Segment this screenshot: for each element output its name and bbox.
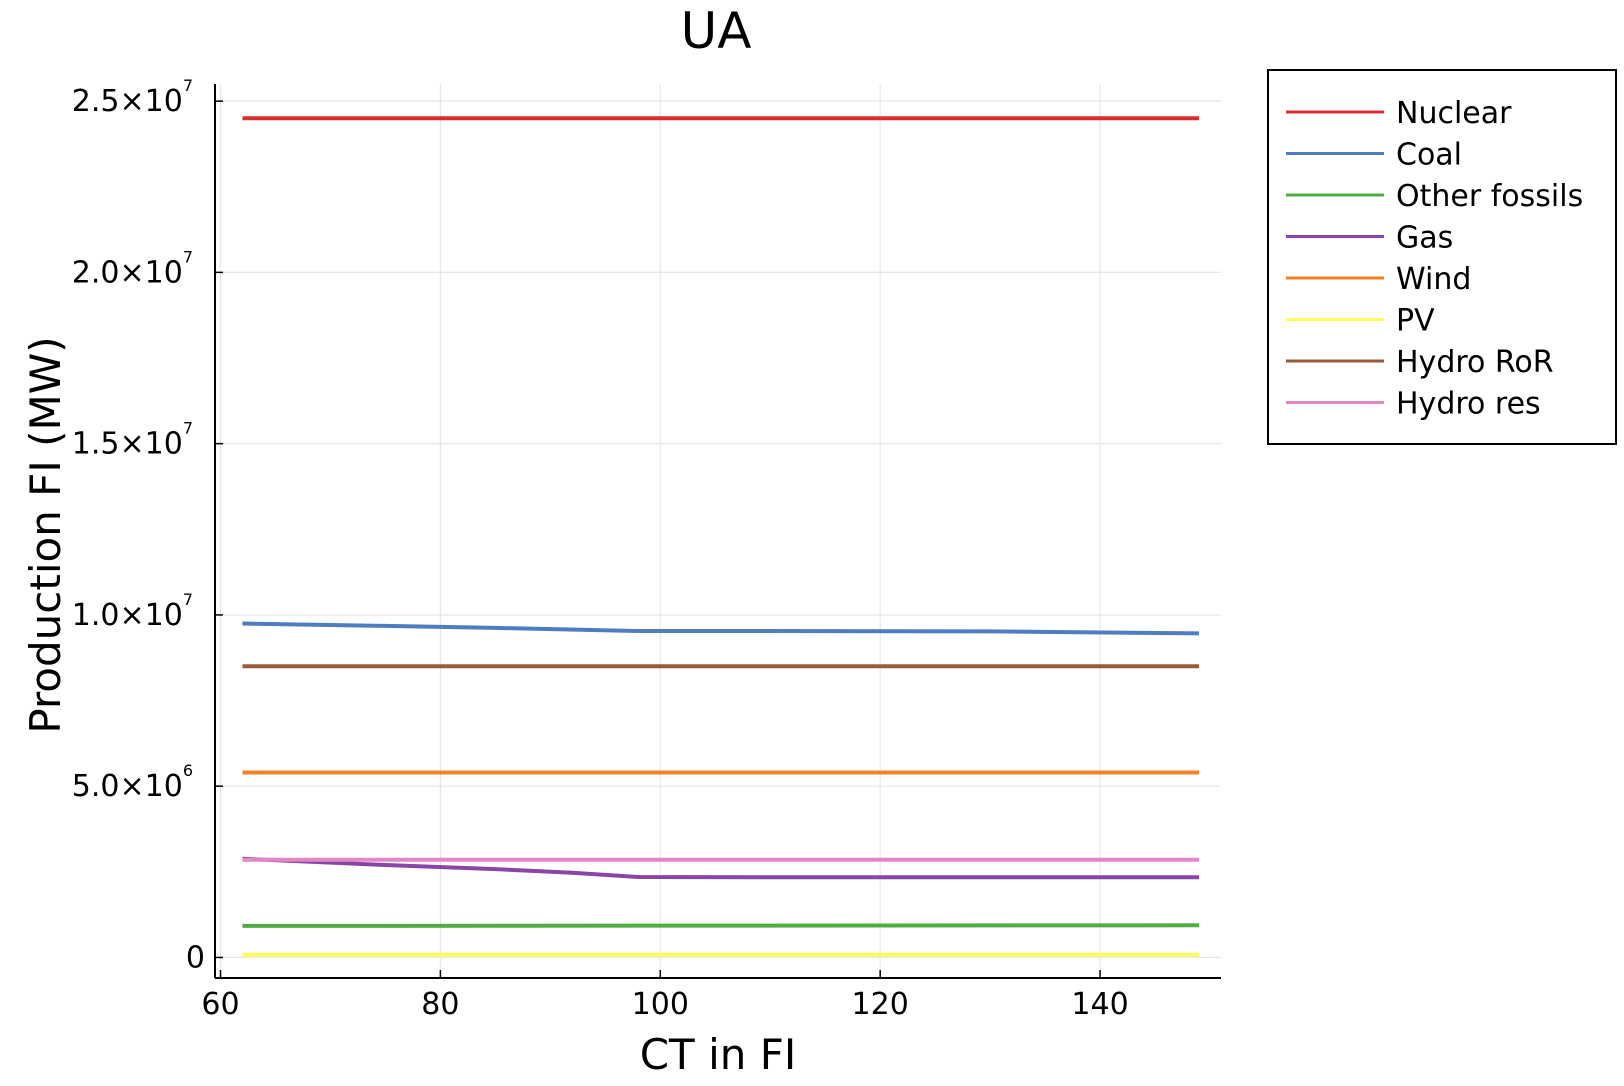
legend-label-hydro-res: Hydro res bbox=[1396, 387, 1541, 422]
x-tick-label: 80 bbox=[421, 987, 459, 1022]
x-axis-ticks: 60 80 100 120 140 bbox=[201, 970, 1129, 1022]
grid-lines bbox=[215, 84, 1221, 978]
legend-label-coal: Coal bbox=[1396, 138, 1462, 173]
y-tick-mantissa: 2.5×10 bbox=[72, 84, 183, 119]
y-tick-exponent: 7 bbox=[183, 590, 193, 609]
y-tick-exponent: 6 bbox=[183, 761, 193, 780]
y-tick-mantissa: 0 bbox=[186, 940, 205, 975]
y-tick-label: 5.0×106 bbox=[72, 761, 193, 804]
series-layer bbox=[242, 116, 1200, 957]
series-line-coal bbox=[242, 621, 1200, 636]
legend-label-pv: PV bbox=[1396, 304, 1435, 339]
y-tick-exponent: 7 bbox=[183, 419, 193, 438]
y-tick-exponent: 7 bbox=[183, 76, 193, 95]
y-tick-exponent: 7 bbox=[183, 247, 193, 266]
series-line-other-fossils bbox=[242, 923, 1200, 928]
series-line-gas bbox=[242, 856, 1199, 880]
legend-label-other-fossils: Other fossils bbox=[1396, 179, 1583, 214]
y-tick-mantissa: 1.0×10 bbox=[72, 598, 183, 633]
chart-title: UA bbox=[681, 2, 752, 60]
y-axis-label: Production FI (MW) bbox=[21, 336, 70, 733]
legend-label-nuclear: Nuclear bbox=[1396, 96, 1512, 131]
y-tick-mantissa: 5.0×10 bbox=[72, 769, 183, 804]
legend-box bbox=[1267, 69, 1617, 445]
x-tick-label: 120 bbox=[852, 987, 909, 1022]
y-tick-label: 2.5×107 bbox=[72, 76, 193, 119]
y-tick-label: 0 bbox=[186, 940, 205, 975]
x-axis-label: CT in FI bbox=[640, 1030, 797, 1079]
x-tick-label: 140 bbox=[1071, 987, 1128, 1022]
x-tick-label: 100 bbox=[632, 987, 689, 1022]
legend: Nuclear Coal Other fossils Gas Wind PV Hydro R… bbox=[1267, 69, 1617, 445]
x-tick-label: 60 bbox=[201, 987, 239, 1022]
axes bbox=[214, 84, 1221, 979]
legend-label-gas: Gas bbox=[1396, 221, 1453, 256]
legend-label-wind: Wind bbox=[1396, 262, 1471, 297]
y-tick-label: 1.0×107 bbox=[72, 590, 193, 633]
y-tick-mantissa: 1.5×10 bbox=[72, 427, 183, 462]
y-tick-label: 2.0×107 bbox=[72, 247, 193, 290]
y-tick-mantissa: 2.0×10 bbox=[72, 255, 183, 290]
legend-label-hydro-ror: Hydro RoR bbox=[1396, 345, 1554, 380]
y-tick-label: 1.5×107 bbox=[72, 419, 193, 462]
